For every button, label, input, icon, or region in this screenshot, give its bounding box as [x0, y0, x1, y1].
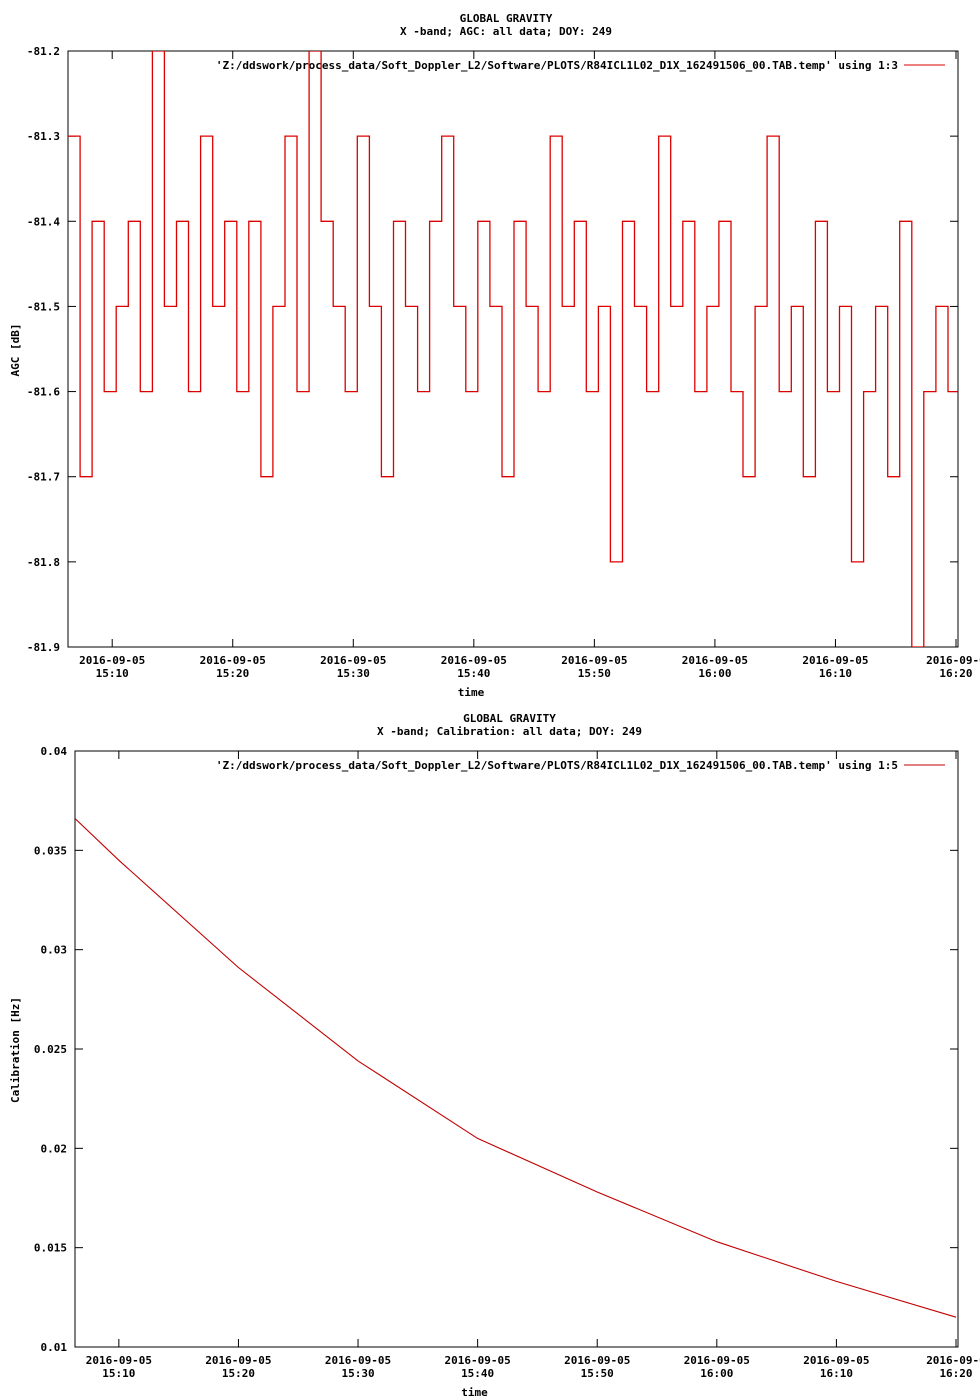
x-tick-time-label: 16:00 [698, 667, 731, 680]
series-line [68, 51, 958, 647]
x-tick-time-label: 15:30 [337, 667, 370, 680]
y-tick-label: -81.6 [27, 386, 60, 399]
series-group [75, 818, 957, 1318]
x-tick-time-label: 15:40 [461, 1367, 494, 1380]
series-group [68, 51, 958, 647]
x-tick-time-label: 15:20 [216, 667, 249, 680]
x-axis-label: time [458, 686, 485, 699]
x-tick-date-label: 2016-09-05 [684, 1354, 750, 1367]
x-tick-date-label: 2016-09-05 [200, 654, 266, 667]
x-tick-date-label: 2016-09-0 [926, 654, 980, 667]
x-tick-time-label: 16:20 [939, 1367, 972, 1380]
x-tick-date-label: 2016-09-05 [803, 1354, 869, 1367]
chart-subtitle: X -band; Calibration: all data; DOY: 249 [377, 725, 642, 738]
legend-label: 'Z:/ddswork/process_data/Soft_Doppler_L2… [216, 59, 898, 72]
y-tick-label: -81.3 [27, 130, 60, 143]
chart-title: GLOBAL GRAVITY [460, 12, 553, 25]
x-tick-date-label: 2016-09-05 [325, 1354, 391, 1367]
x-tick-time-label: 15:40 [457, 667, 490, 680]
chart-subtitle: X -band; AGC: all data; DOY: 249 [400, 25, 612, 38]
y-tick-label: 0.04 [41, 745, 68, 758]
y-tick-label: 0.03 [41, 944, 68, 957]
x-tick-date-label: 2016-09-05 [561, 654, 627, 667]
y-tick-label: 0.015 [34, 1242, 67, 1255]
plot-frame [67, 50, 959, 648]
x-tick-date-label: 2016-09-0 [926, 1354, 980, 1367]
legend-label: 'Z:/ddswork/process_data/Soft_Doppler_L2… [216, 759, 898, 772]
y-tick-label: -81.5 [27, 300, 60, 313]
y-tick-label: 0.01 [41, 1341, 68, 1354]
y-tick-label: 0.025 [34, 1043, 67, 1056]
x-axis-label: time [461, 1386, 488, 1399]
x-tick-date-label: 2016-09-05 [564, 1354, 630, 1367]
x-tick-time-label: 15:10 [96, 667, 129, 680]
y-tick-label: -81.7 [27, 471, 60, 484]
x-tick-time-label: 15:30 [341, 1367, 374, 1380]
x-tick-date-label: 2016-09-05 [441, 654, 507, 667]
x-tick-date-label: 2016-09-05 [445, 1354, 511, 1367]
y-tick-label: 0.035 [34, 844, 67, 857]
y-tick-label: 0.02 [41, 1142, 68, 1155]
x-tick-date-label: 2016-09-05 [79, 654, 145, 667]
y-tick-label: -81.2 [27, 45, 60, 58]
x-tick-time-label: 15:50 [578, 667, 611, 680]
x-tick-date-label: 2016-09-05 [682, 654, 748, 667]
x-tick-time-label: 15:10 [102, 1367, 135, 1380]
chart-title: GLOBAL GRAVITY [463, 712, 556, 725]
x-tick-date-label: 2016-09-05 [86, 1354, 152, 1367]
x-tick-date-label: 2016-09-05 [802, 654, 868, 667]
x-tick-time-label: 15:20 [222, 1367, 255, 1380]
y-axis-label: AGC [dB] [9, 324, 22, 377]
y-tick-label: -81.4 [27, 215, 60, 228]
y-tick-label: -81.8 [27, 556, 60, 569]
x-tick-date-label: 2016-09-05 [320, 654, 386, 667]
x-tick-date-label: 2016-09-05 [205, 1354, 271, 1367]
x-tick-time-label: 16:10 [820, 1367, 853, 1380]
y-tick-label: -81.9 [27, 641, 60, 654]
x-tick-time-label: 16:20 [939, 667, 972, 680]
plot-frame [74, 750, 959, 1348]
x-tick-time-label: 16:00 [700, 1367, 733, 1380]
y-axis-label: Calibration [Hz] [9, 997, 22, 1103]
series-line [75, 818, 957, 1318]
x-tick-time-label: 15:50 [581, 1367, 614, 1380]
x-tick-time-label: 16:10 [819, 667, 852, 680]
